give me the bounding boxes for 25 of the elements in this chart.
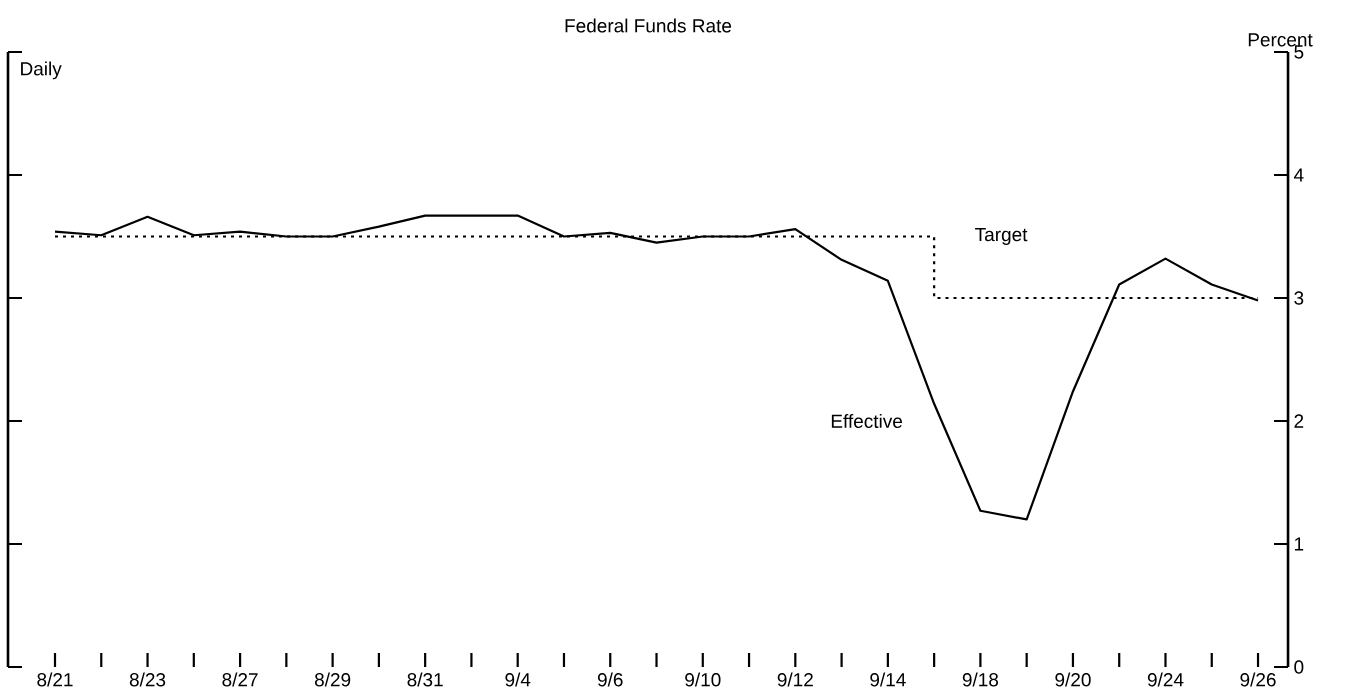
y-tick-label: 1 <box>1295 537 1304 551</box>
x-tick-label: 8/29 <box>314 672 351 687</box>
chart-title: Federal Funds Rate <box>565 18 732 33</box>
x-tick-label: 8/31 <box>407 672 443 687</box>
x-tick-label: 8/21 <box>37 672 73 687</box>
x-tick-label: 9/26 <box>1240 672 1276 687</box>
annotation: Daily <box>21 61 62 80</box>
x-tick-label: 9/12 <box>777 672 813 687</box>
y-tick-label: 4 <box>1293 168 1304 182</box>
x-tick-label: 9/6 <box>597 672 623 687</box>
y-tick-label: 2 <box>1294 414 1304 428</box>
y-tick-label: 5 <box>1294 45 1304 59</box>
text: Target <box>975 227 1028 245</box>
x-tick-label: 9/10 <box>685 672 721 687</box>
x-tick-label: 9/4 <box>505 672 531 687</box>
y-tick-label: 0 <box>1294 660 1304 674</box>
x-tick-label: 8/27 <box>222 672 258 687</box>
x-tick-label: 9/20 <box>1055 672 1091 687</box>
y-axis-title: Percent <box>1248 33 1313 47</box>
series-label: Effective <box>831 414 903 428</box>
x-tick-label: 9/14 <box>870 672 906 687</box>
x-tick-label: 9/24 <box>1147 672 1184 687</box>
y-tick-label: 3 <box>1294 291 1304 305</box>
x-tick-label: 8/23 <box>129 672 166 687</box>
x-tick-label: 9/18 <box>962 672 999 687</box>
